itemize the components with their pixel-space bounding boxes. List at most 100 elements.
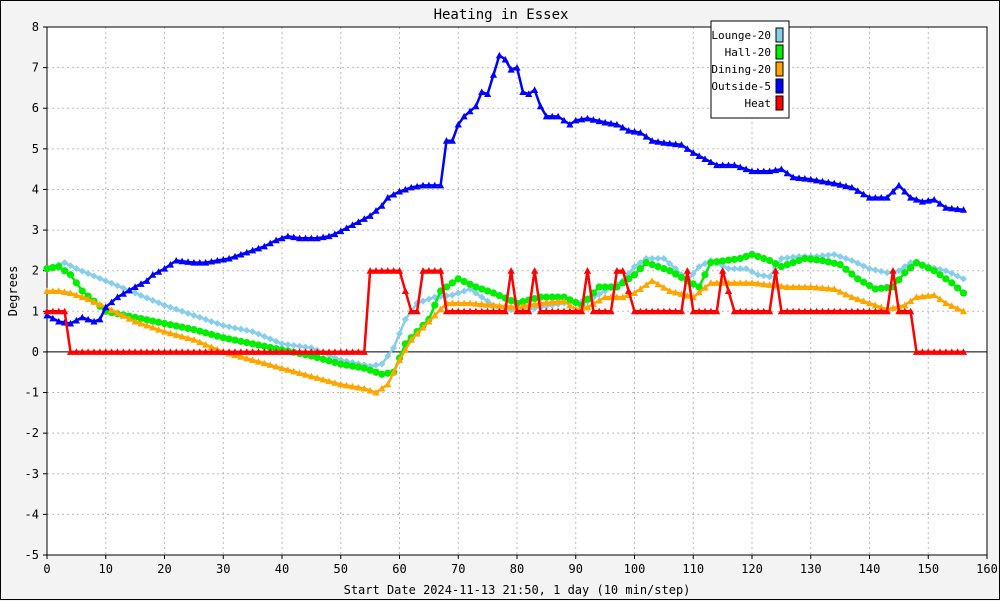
data-point-outside-5 (942, 204, 950, 211)
data-point-dining-20 (877, 303, 885, 311)
x-tick-label: 10 (99, 562, 113, 576)
data-point-heat (184, 348, 192, 355)
data-point-heat (648, 307, 656, 315)
data-point-dining-20 (842, 290, 850, 298)
data-point-outside-5 (666, 139, 674, 147)
data-point-lounge-20 (748, 268, 756, 276)
data-point-dining-20 (166, 329, 174, 337)
data-point-outside-5 (313, 234, 321, 242)
data-point-dining-20 (848, 293, 856, 301)
data-point-dining-20 (889, 304, 897, 311)
data-point-hall-20 (601, 283, 609, 291)
data-point-heat (196, 348, 204, 355)
data-point-hall-20 (260, 342, 268, 350)
data-point-outside-5 (724, 161, 733, 169)
data-point-lounge-20 (648, 255, 656, 263)
data-point-hall-20 (331, 358, 339, 367)
data-point-dining-20 (454, 299, 462, 307)
data-point-outside-5 (143, 277, 151, 284)
data-point-dining-20 (789, 283, 797, 290)
data-point-lounge-20 (155, 299, 163, 307)
data-point-dining-20 (619, 293, 627, 301)
data-point-lounge-20 (225, 323, 233, 331)
data-point-hall-20 (266, 343, 274, 352)
data-point-outside-5 (548, 112, 556, 120)
legend-label-heat: Heat (745, 97, 772, 110)
data-point-outside-5 (290, 233, 298, 241)
data-point-lounge-20 (425, 295, 433, 303)
data-point-outside-5 (531, 86, 539, 93)
data-point-outside-5 (689, 149, 697, 156)
data-point-dining-20 (61, 288, 69, 296)
data-point-heat (948, 348, 956, 355)
data-point-outside-5 (807, 175, 815, 183)
data-point-hall-20 (472, 283, 480, 291)
data-point-hall-20 (213, 332, 221, 340)
data-point-heat (930, 348, 938, 355)
data-point-heat (108, 348, 116, 355)
y-tick-label: -3 (25, 467, 39, 481)
data-point-hall-20 (343, 361, 351, 369)
data-point-outside-5 (754, 167, 762, 175)
data-point-hall-20 (795, 256, 803, 265)
data-point-heat (149, 348, 157, 355)
data-point-hall-20 (630, 271, 639, 279)
data-point-lounge-20 (736, 265, 744, 273)
data-point-heat (366, 267, 374, 274)
data-point-outside-5 (102, 303, 110, 311)
data-point-outside-5 (72, 316, 80, 324)
data-point-dining-20 (795, 283, 803, 290)
data-point-hall-20 (742, 252, 750, 261)
data-point-outside-5 (701, 155, 709, 162)
data-point-outside-5 (172, 256, 180, 264)
data-point-lounge-20 (396, 330, 403, 338)
data-point-hall-20 (924, 264, 932, 272)
data-point-heat (102, 348, 110, 355)
data-point-hall-20 (713, 258, 721, 266)
data-point-hall-20 (155, 318, 163, 326)
data-point-heat (290, 348, 298, 355)
data-point-outside-5 (642, 133, 650, 140)
data-point-lounge-20 (149, 296, 157, 304)
data-point-heat (372, 267, 380, 274)
data-point-heat (137, 348, 145, 355)
data-point-heat (877, 307, 885, 315)
data-point-hall-20 (930, 267, 938, 275)
data-point-outside-5 (137, 280, 145, 287)
data-point-dining-20 (313, 374, 321, 381)
data-point-hall-20 (695, 283, 703, 291)
data-point-dining-20 (807, 283, 815, 290)
data-point-dining-20 (108, 306, 116, 314)
data-point-hall-20 (801, 254, 809, 263)
data-point-lounge-20 (243, 326, 251, 334)
data-point-outside-5 (49, 314, 57, 322)
data-point-outside-5 (918, 198, 926, 205)
data-point-outside-5 (865, 193, 874, 201)
data-point-hall-20 (554, 293, 562, 301)
data-point-lounge-20 (689, 270, 697, 278)
data-point-outside-5 (672, 140, 680, 148)
data-point-outside-5 (284, 232, 292, 240)
data-point-lounge-20 (725, 265, 732, 273)
data-point-lounge-20 (960, 275, 967, 283)
data-point-outside-5 (437, 181, 445, 189)
data-point-outside-5 (519, 88, 527, 95)
data-point-heat (172, 348, 180, 355)
data-point-dining-20 (401, 346, 409, 353)
data-point-heat (630, 307, 639, 315)
data-point-outside-5 (448, 137, 456, 144)
data-point-outside-5 (760, 167, 768, 175)
data-point-dining-20 (96, 300, 104, 308)
data-point-dining-20 (548, 298, 556, 306)
data-point-heat (942, 348, 950, 355)
data-point-dining-20 (924, 292, 932, 299)
data-point-outside-5 (378, 202, 386, 209)
data-point-dining-20 (566, 301, 574, 309)
data-point-dining-20 (542, 299, 550, 306)
data-point-outside-5 (948, 204, 956, 212)
data-point-hall-20 (842, 265, 850, 273)
data-point-hall-20 (160, 319, 169, 328)
data-point-outside-5 (860, 190, 868, 198)
data-point-hall-20 (912, 258, 921, 267)
data-point-outside-5 (936, 200, 944, 207)
